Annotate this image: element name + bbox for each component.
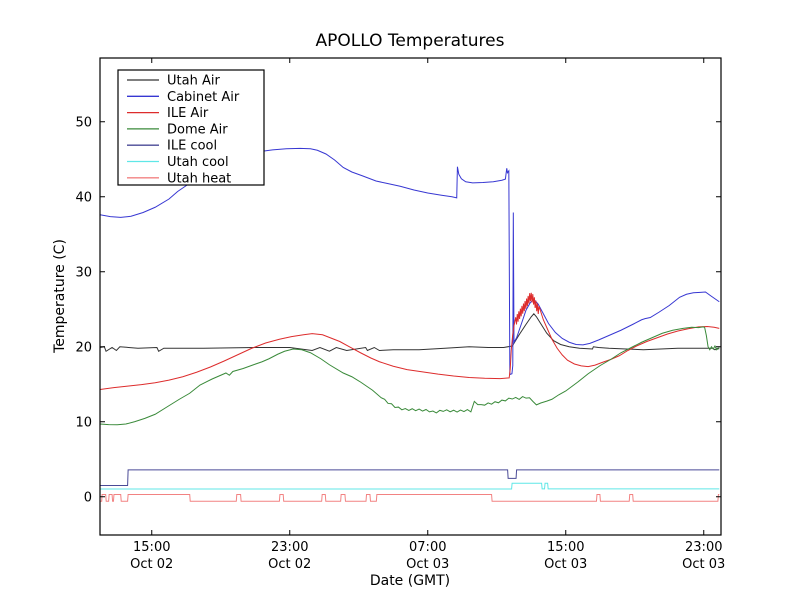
y-tick-label: 40	[75, 190, 92, 205]
x-tick-label: 07:00 Oct 03	[406, 540, 449, 572]
series-line-ile-cool	[100, 469, 720, 486]
series-line-utah-cool	[100, 482, 720, 490]
chart-title: APOLLO Temperatures	[316, 31, 505, 51]
x-tick-label: 23:00 Oct 02	[268, 540, 311, 572]
y-tick-label: 0	[84, 490, 92, 505]
legend-label-cabinet-air: Cabinet Air	[167, 90, 240, 105]
plot-area	[99, 57, 722, 536]
x-tick-label: 15:00 Oct 02	[130, 540, 173, 572]
series-line-utah-heat	[100, 494, 720, 502]
x-axis-label: Date (GMT)	[370, 573, 450, 589]
legend-box	[117, 69, 265, 186]
y-tick-label: 10	[75, 415, 92, 430]
plot-layer	[100, 147, 720, 502]
y-axis-label: Temperature (C)	[52, 239, 68, 354]
legend-label-ile-air: ILE Air	[167, 106, 209, 121]
y-tick-label: 50	[75, 115, 92, 130]
y-tick-label: 30	[75, 265, 92, 280]
x-tick-label: 23:00 Oct 03	[682, 540, 725, 572]
legend-label-utah-cool: Utah cool	[167, 155, 229, 170]
series-line-utah-air	[100, 312, 720, 352]
series-line-ile-air	[100, 292, 720, 390]
tick-layer: 15:00 Oct 02 23:00 Oct 02 07:00 Oct 03 15:00 Oc…	[75, 58, 725, 572]
y-tick-label: 20	[75, 340, 92, 355]
x-tick-label: 15:00 Oct 03	[544, 540, 587, 572]
series-line-dome-air	[100, 326, 720, 426]
legend-label-dome-air: Dome Air	[167, 122, 228, 137]
legend-label-ile-cool: ILE cool	[167, 139, 217, 154]
legend-label-utah-air: Utah Air	[167, 74, 220, 89]
legend-label-utah-heat: Utah heat	[167, 171, 231, 186]
